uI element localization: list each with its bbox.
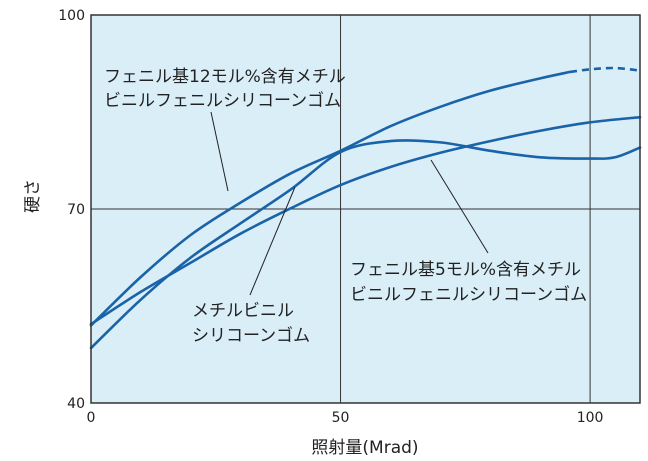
grid: [91, 15, 640, 403]
x-tick-label: 0: [87, 410, 96, 426]
leader-line-3: [249, 186, 296, 296]
x-axis-title: 照射量(Mrad): [311, 438, 418, 458]
y-tick-label: 40: [67, 396, 85, 412]
series-label-3-line-1: メチルビニル: [192, 301, 294, 321]
series-label-3-line-2: シリコーンゴム: [192, 325, 310, 346]
plot-frame: [90, 14, 641, 404]
y-tick-label: 100: [58, 8, 85, 24]
ticks: 0 50 100 40 70 100: [58, 8, 603, 426]
series-label-2-line-2: ビニルフェニルシリコーンゴム: [350, 284, 587, 305]
leader-line-1: [210, 111, 229, 192]
series-line-2: [89, 139, 642, 350]
y-axis-title: 硬さ: [23, 179, 43, 213]
y-tick-label: 70: [67, 202, 85, 218]
series-line-3: [89, 115, 642, 326]
series-layer: [89, 66, 642, 350]
x-tick-label: 100: [577, 410, 604, 426]
series-label-1-line-1: フェニル基12モル%含有メチル: [104, 67, 346, 87]
x-tick-label: 50: [332, 410, 350, 426]
annotations: フェニル基12モル%含有メチルビニルフェニルシリコーンゴムフェニル基5モル%含有…: [104, 67, 587, 346]
leader-line-2: [430, 159, 489, 254]
series-label-2-line-1: フェニル基5モル%含有メチル: [350, 260, 581, 280]
series-label-1-line-2: ビニルフェニルシリコーンゴム: [104, 90, 341, 111]
